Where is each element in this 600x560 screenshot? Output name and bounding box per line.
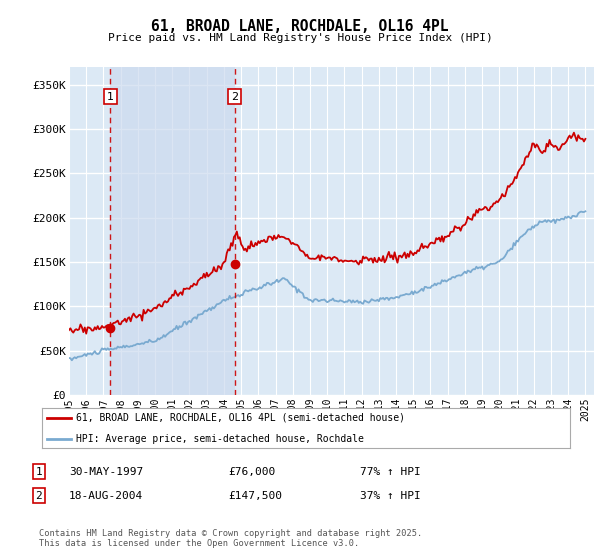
Text: Contains HM Land Registry data © Crown copyright and database right 2025.
This d: Contains HM Land Registry data © Crown c… xyxy=(39,529,422,548)
Bar xyxy=(110,67,235,395)
Text: 37% ↑ HPI: 37% ↑ HPI xyxy=(360,491,421,501)
Text: 2: 2 xyxy=(35,491,43,501)
Text: Price paid vs. HM Land Registry's House Price Index (HPI): Price paid vs. HM Land Registry's House … xyxy=(107,33,493,43)
Text: HPI: Average price, semi-detached house, Rochdale: HPI: Average price, semi-detached house,… xyxy=(76,434,364,444)
Text: £76,000: £76,000 xyxy=(228,466,275,477)
Text: 61, BROAD LANE, ROCHDALE, OL16 4PL: 61, BROAD LANE, ROCHDALE, OL16 4PL xyxy=(151,20,449,34)
Text: £147,500: £147,500 xyxy=(228,491,282,501)
Text: 77% ↑ HPI: 77% ↑ HPI xyxy=(360,466,421,477)
Text: 2: 2 xyxy=(231,92,238,102)
Text: 1: 1 xyxy=(107,92,114,102)
Text: 18-AUG-2004: 18-AUG-2004 xyxy=(69,491,143,501)
Text: 61, BROAD LANE, ROCHDALE, OL16 4PL (semi-detached house): 61, BROAD LANE, ROCHDALE, OL16 4PL (semi… xyxy=(76,413,406,423)
Text: 30-MAY-1997: 30-MAY-1997 xyxy=(69,466,143,477)
Text: 1: 1 xyxy=(35,466,43,477)
